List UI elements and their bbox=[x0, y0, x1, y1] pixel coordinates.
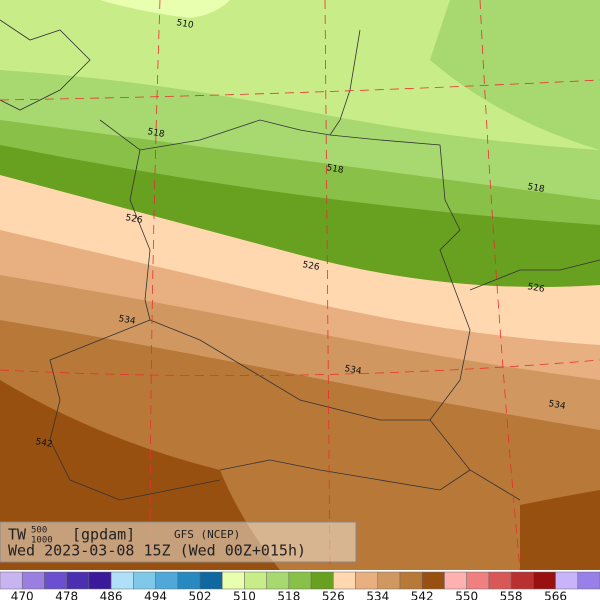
colorbar-swatch bbox=[333, 571, 356, 590]
colorbar-swatch bbox=[488, 571, 512, 590]
colorbar-swatch bbox=[66, 571, 90, 590]
colorbar-label: 494 bbox=[144, 590, 167, 601]
colorbar-swatch bbox=[310, 571, 334, 590]
colorbar-label: 470 bbox=[11, 590, 34, 601]
colorbar-swatch bbox=[577, 571, 600, 590]
colorbar-swatch bbox=[533, 571, 556, 590]
contour-label: 534 bbox=[118, 314, 137, 327]
grid-lines bbox=[0, 0, 600, 571]
colorbar-swatch bbox=[555, 571, 579, 590]
colorbar-swatch bbox=[288, 571, 312, 590]
colorbar-swatch bbox=[466, 571, 490, 590]
colorbar-swatch bbox=[399, 571, 423, 590]
colorbar-swatch bbox=[421, 571, 445, 590]
colorbar-swatch bbox=[88, 571, 112, 590]
contour-label: 534 bbox=[344, 364, 363, 377]
contour-label: 518 bbox=[147, 127, 166, 140]
colorbar-label: 550 bbox=[455, 590, 478, 601]
colorbar-swatch bbox=[244, 571, 267, 590]
colorbar-swatch bbox=[133, 571, 156, 590]
colorbar-swatch bbox=[510, 571, 534, 590]
colorbar-swatch bbox=[266, 571, 290, 590]
contour-label: 534 bbox=[548, 399, 567, 412]
borders bbox=[0, 19, 600, 501]
variable: TW bbox=[8, 526, 27, 544]
info-box bbox=[0, 521, 357, 563]
contour-label: 526 bbox=[125, 213, 144, 226]
colorbar-label: 526 bbox=[322, 590, 345, 601]
contour-labels: 510 518 518 518 526 526 526 534 534 534 542 bbox=[35, 18, 567, 450]
contour-label: 526 bbox=[527, 282, 546, 295]
map-field bbox=[0, 0, 600, 570]
colorbar-swatch bbox=[199, 571, 223, 590]
contour-label: 510 bbox=[176, 18, 195, 31]
colorbar-label: 534 bbox=[366, 590, 389, 601]
colorbar-label: 518 bbox=[277, 590, 300, 601]
unit: [gpdam] bbox=[72, 526, 135, 544]
variable-sup: 500 bbox=[31, 526, 47, 536]
colorbar-swatch bbox=[377, 571, 401, 590]
contour-label: 542 bbox=[35, 437, 54, 450]
colorbar-label: 558 bbox=[500, 590, 523, 601]
colorbar-label: 566 bbox=[544, 590, 567, 601]
variable-sub: 1000 bbox=[31, 536, 53, 546]
model: GFS (NCEP) bbox=[174, 528, 240, 541]
colorbar-label: 510 bbox=[233, 590, 256, 601]
colorbar: 470 478 486 494 502 510 518 526 534 542 550 558 566 bbox=[0, 571, 600, 604]
colorbar-swatch bbox=[355, 571, 379, 590]
colorbar-label: 542 bbox=[411, 590, 434, 601]
colorbar-swatch bbox=[221, 571, 245, 590]
colorbar-swatch bbox=[444, 571, 467, 590]
contour-label: 526 bbox=[302, 260, 321, 273]
colorbar-swatch bbox=[21, 571, 45, 590]
contour-label: 518 bbox=[527, 182, 546, 195]
colorbar-swatch bbox=[110, 571, 134, 590]
colorbar-swatch bbox=[44, 571, 67, 590]
contour-label: 518 bbox=[326, 163, 345, 176]
colorbar-swatch bbox=[0, 571, 23, 590]
colorbar-swatch bbox=[177, 571, 201, 590]
colorbar-swatch bbox=[155, 571, 179, 590]
time: Wed 2023-03-08 15Z (Wed 00Z+015h) bbox=[8, 542, 306, 560]
colorbar-label: 502 bbox=[189, 590, 212, 601]
colorbar-label: 486 bbox=[100, 590, 123, 601]
colorbar-label: 478 bbox=[55, 590, 78, 601]
